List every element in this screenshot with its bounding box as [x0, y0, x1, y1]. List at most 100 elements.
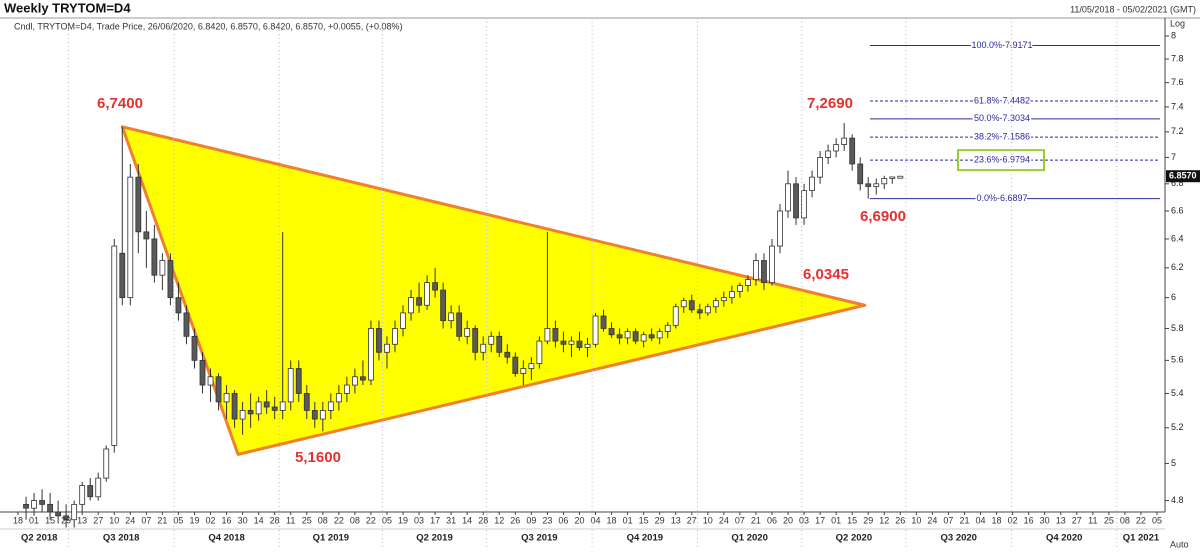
candle-body [335, 393, 342, 403]
candle-body [175, 297, 182, 314]
quarter-label: Q4 2019 [627, 533, 663, 544]
candle-body [881, 178, 888, 185]
annotation: 6,7400 [97, 95, 143, 112]
x-tick-label: 18 [992, 515, 1002, 525]
x-tick-label: 24 [927, 515, 937, 525]
x-tick-label: 13 [671, 515, 681, 525]
quarter-label: Q4 2018 [208, 533, 244, 544]
x-tick-label: 12 [879, 515, 889, 525]
candle-body [809, 176, 815, 191]
candle-body [616, 334, 623, 339]
x-tick-label: 30 [1040, 515, 1050, 525]
candle-body [63, 515, 70, 521]
last-price-box [1166, 170, 1200, 183]
candle-body [392, 328, 398, 345]
fib-label: 50.0%-7.3034 [974, 113, 1030, 123]
x-tick-label: 03 [799, 515, 809, 525]
x-tick-label: 20 [574, 515, 584, 525]
fib-label: 61.8%-7.4482 [974, 95, 1030, 105]
candle-body [271, 406, 278, 411]
candle-body [215, 376, 222, 403]
x-tick-label: 08 [318, 515, 328, 525]
candle-body [303, 393, 310, 411]
candle-body [167, 260, 174, 299]
x-tick-label: 19 [189, 515, 199, 525]
candle-body [31, 500, 37, 509]
x-tick-label: 24 [125, 515, 135, 525]
candle-body [793, 183, 799, 219]
candle-body [761, 260, 767, 283]
candle-body [632, 331, 639, 342]
candle-body [464, 328, 471, 337]
x-tick-label: 27 [1072, 515, 1082, 525]
y-tick-label: 5.4 [1171, 388, 1184, 398]
candle-body [432, 282, 439, 291]
candle-body [39, 500, 45, 505]
candle-body [753, 260, 759, 281]
date-range: 11/05/2018 - 05/02/2021 (GMT) [1070, 4, 1196, 14]
quarter-label: Q3 2020 [941, 533, 977, 544]
x-tick-label: 09 [526, 515, 536, 525]
x-tick-label: 22 [366, 515, 376, 525]
x-tick-label: 25 [1104, 515, 1114, 525]
x-tick-label: 15 [639, 515, 649, 525]
last-price-label: 6.8570 [1169, 171, 1197, 181]
x-tick-label: 01 [623, 515, 633, 525]
quarter-label: Q2 2020 [836, 533, 872, 544]
x-tick-label: 08 [1120, 515, 1130, 525]
candle-body [897, 175, 904, 179]
x-tick-label: 22 [1136, 515, 1146, 525]
candle-body [71, 503, 78, 521]
candle-body [736, 285, 743, 292]
annotation: 6,0345 [803, 266, 849, 283]
candle-body [255, 401, 262, 415]
x-tick-label: 06 [767, 515, 777, 525]
candle-body [440, 289, 447, 322]
x-tick-label: 24 [719, 515, 729, 525]
candle-body [624, 331, 631, 339]
candle-body [480, 343, 487, 353]
x-tick-label: 01 [29, 515, 39, 525]
candle-body [801, 190, 807, 219]
candle-body [143, 231, 150, 240]
x-tick-label: 19 [398, 515, 408, 525]
candle-body [416, 297, 422, 306]
quarter-label: Q2 2019 [416, 533, 452, 544]
x-tick-label: 28 [478, 515, 488, 525]
candle-body [351, 376, 358, 386]
y-tick-label: 6.6 [1171, 205, 1184, 215]
candle-body [311, 410, 318, 420]
fib-label: 23.6%-6.9794 [974, 154, 1030, 164]
x-tick-label: 07 [141, 515, 151, 525]
y-tick-label: 7.6 [1171, 77, 1184, 87]
info-line: Cndl, TRYTOM=D4, Trade Price, 26/06/2020… [14, 21, 403, 31]
x-tick-label: 29 [61, 515, 71, 525]
candle-body [199, 359, 206, 386]
candle-body [151, 238, 158, 276]
candle-body [47, 503, 54, 513]
x-tick-label: 21 [157, 515, 167, 525]
candle-body [376, 328, 382, 353]
candle-body [127, 176, 134, 299]
candle-body [536, 340, 543, 365]
candle-body [873, 183, 880, 187]
candle-body [841, 137, 848, 145]
candle-body [777, 210, 783, 247]
x-tick-label: 16 [1024, 515, 1034, 525]
candle-body [343, 384, 350, 394]
y-tick-label: 4.8 [1171, 495, 1184, 505]
x-tick-label: 22 [334, 515, 344, 525]
candle-body [183, 312, 190, 337]
candle-body [785, 183, 791, 212]
x-tick-label: 18 [607, 515, 617, 525]
candle-body [239, 410, 246, 420]
y-tick-label: 8 [1171, 30, 1176, 40]
x-tick-label: 05 [173, 515, 183, 525]
x-tick-label: 17 [815, 515, 825, 525]
candle-body [568, 340, 575, 345]
y-tick-label: 7 [1171, 152, 1176, 162]
x-tick-label: 15 [847, 515, 857, 525]
candle-body [640, 334, 647, 342]
x-tick-label: 21 [959, 515, 969, 525]
x-tick-label: 27 [93, 515, 103, 525]
